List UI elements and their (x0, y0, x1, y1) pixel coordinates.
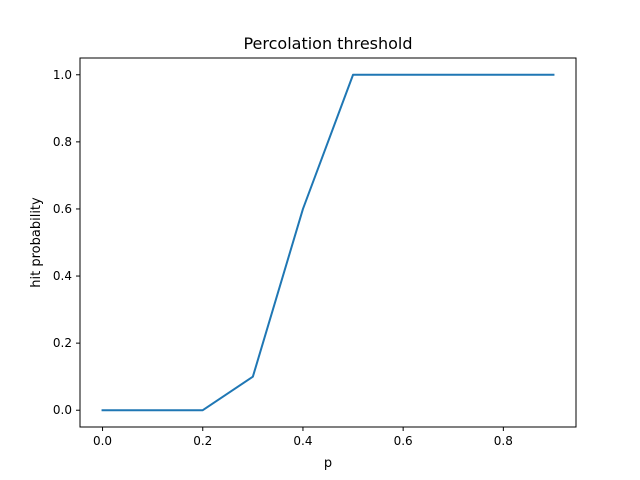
y-tick-label: 0.0 (53, 403, 72, 417)
axes-frame (79, 57, 577, 428)
x-axis: 0.0 0.2 0.4 0.6 0.8 (93, 427, 513, 448)
series-line (101, 73, 555, 412)
x-tick-label: 0.8 (494, 434, 513, 448)
y-tick-label: 0.6 (53, 202, 72, 216)
plot-area (101, 73, 555, 412)
x-tick-label: 0.6 (394, 434, 413, 448)
x-tick-label: 0.2 (193, 434, 212, 448)
y-axis: 0.0 0.2 0.4 0.6 0.8 1.0 (53, 68, 80, 417)
chart-title: Percolation threshold (243, 34, 412, 53)
x-axis-label: p (324, 456, 332, 471)
y-axis-label: hit probability (29, 197, 44, 288)
y-tick-label: 1.0 (53, 68, 72, 82)
x-tick-label: 0.0 (93, 434, 112, 448)
y-tick-label: 0.8 (53, 135, 72, 149)
x-tick-label: 0.4 (293, 434, 312, 448)
y-tick-label: 0.2 (53, 336, 72, 350)
y-tick-label: 0.4 (53, 269, 72, 283)
